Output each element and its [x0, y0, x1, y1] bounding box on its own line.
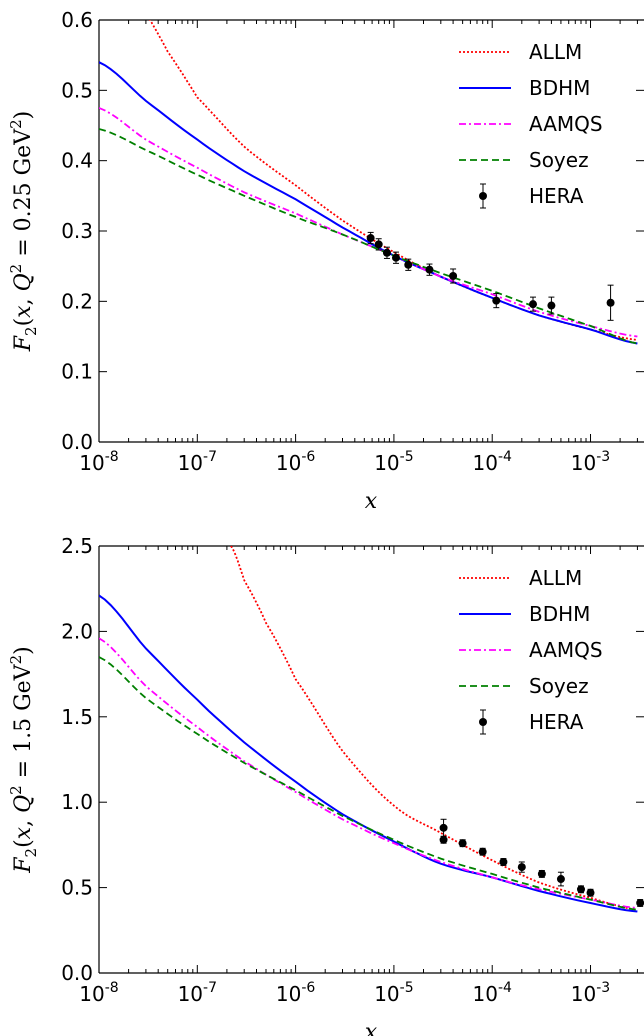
x-tick-label: 10-4	[473, 980, 513, 1006]
hera-data-point	[366, 234, 375, 243]
y-tick-label: 0.1	[61, 360, 93, 384]
series-line-allm	[230, 546, 638, 911]
bottom-panel: 10-8 10-7 10-6 10-5 10-4 10-3 0.0 0.5 1.0 1.5 2.0 2…	[7, 534, 644, 1036]
x-tick-label: 10-5	[374, 449, 413, 475]
hera-data-point	[529, 300, 538, 309]
y-tick-label: 0.4	[61, 149, 93, 173]
y-axis-label: F2(x, Q2 = 0.25 GeV2)	[7, 111, 40, 352]
y-tick-label: 0.5	[61, 876, 93, 900]
legend-label-hera: HERA	[529, 184, 584, 208]
legend-label-soyez: Soyez	[529, 148, 589, 172]
series-line-aamqs	[99, 637, 638, 909]
legend-label-bdhm: BDHM	[529, 602, 590, 626]
y-tick-label: 1.5	[61, 705, 93, 729]
y-tick-label: 0.6	[61, 8, 93, 32]
x-tick-label: 10-5	[374, 980, 413, 1006]
hera-data-point	[606, 298, 615, 307]
hera-data-point	[586, 888, 595, 897]
x-tick-label: 10-7	[178, 980, 217, 1006]
legend-label-allm: ALLM	[529, 566, 582, 590]
y-tick-label: 2.0	[61, 619, 93, 643]
y-tick-label: 2.5	[61, 534, 93, 558]
hera-data-point	[458, 839, 467, 848]
hera-data-point	[382, 248, 391, 257]
hera-data-point	[556, 875, 565, 884]
hera-data-point	[449, 272, 458, 281]
hera-data-point	[478, 847, 487, 856]
legend-label-aamqs: AAMQS	[529, 638, 603, 662]
legend-hera-marker	[479, 192, 487, 200]
hera-data-point	[439, 823, 448, 832]
series-line-soyez	[99, 656, 638, 911]
series-line-bdhm	[99, 61, 638, 345]
x-tick-label: 10-6	[276, 449, 316, 475]
hera-data-point	[537, 869, 546, 878]
hera-data-point	[547, 301, 556, 310]
y-axis-label: F2(x, Q2 = 1.5 GeV2)	[7, 646, 40, 873]
y-tick-label: 0.0	[61, 961, 93, 985]
y-tick-label: 0.5	[61, 78, 93, 102]
legend-label-allm: ALLM	[529, 40, 582, 64]
hera-data-point	[425, 265, 434, 274]
hera-data-point	[391, 253, 400, 262]
y-tick-label: 0.0	[61, 430, 93, 454]
series-line-aamqs	[99, 107, 638, 338]
y-tick-label: 1.0	[61, 790, 93, 814]
hera-data-point	[404, 260, 413, 269]
x-axis-label: x	[365, 489, 378, 514]
legend-label-hera: HERA	[529, 710, 584, 734]
x-tick-label: 10-8	[79, 449, 118, 475]
hera-data-point	[576, 885, 585, 894]
legend-hera-marker	[479, 718, 487, 726]
plot-area	[99, 546, 644, 913]
hera-data-point	[517, 863, 526, 872]
legend-label-bdhm: BDHM	[529, 76, 590, 100]
y-tick-label: 0.3	[61, 219, 93, 243]
legend-label-soyez: Soyez	[529, 674, 589, 698]
series-line-soyez	[99, 128, 638, 345]
y-tick-label: 0.2	[61, 289, 93, 313]
plot-area	[99, 20, 638, 345]
x-tick-label: 10-3	[571, 980, 610, 1006]
legend: ALLM BDHM AAMQS Soyez HERA	[459, 566, 603, 735]
legend-label-aamqs: AAMQS	[529, 112, 603, 136]
hera-data-point	[492, 296, 501, 305]
hera-data-point	[439, 835, 448, 844]
hera-data-point	[374, 240, 383, 249]
hera-data-point	[499, 857, 508, 866]
x-tick-label: 10-8	[79, 980, 118, 1006]
x-tick-label: 10-4	[473, 449, 513, 475]
x-tick-label: 10-3	[571, 449, 610, 475]
hera-data-point	[636, 898, 644, 907]
top-panel: 10-8 10-7 10-6 10-5 10-4 10-3 0.0 0.1 0.2 0.3 0.4 0…	[7, 8, 644, 514]
legend: ALLM BDHM AAMQS Soyez HERA	[459, 40, 603, 209]
x-tick-label: 10-7	[178, 449, 217, 475]
x-axis-label: x	[365, 1020, 378, 1036]
x-tick-label: 10-6	[276, 980, 316, 1006]
